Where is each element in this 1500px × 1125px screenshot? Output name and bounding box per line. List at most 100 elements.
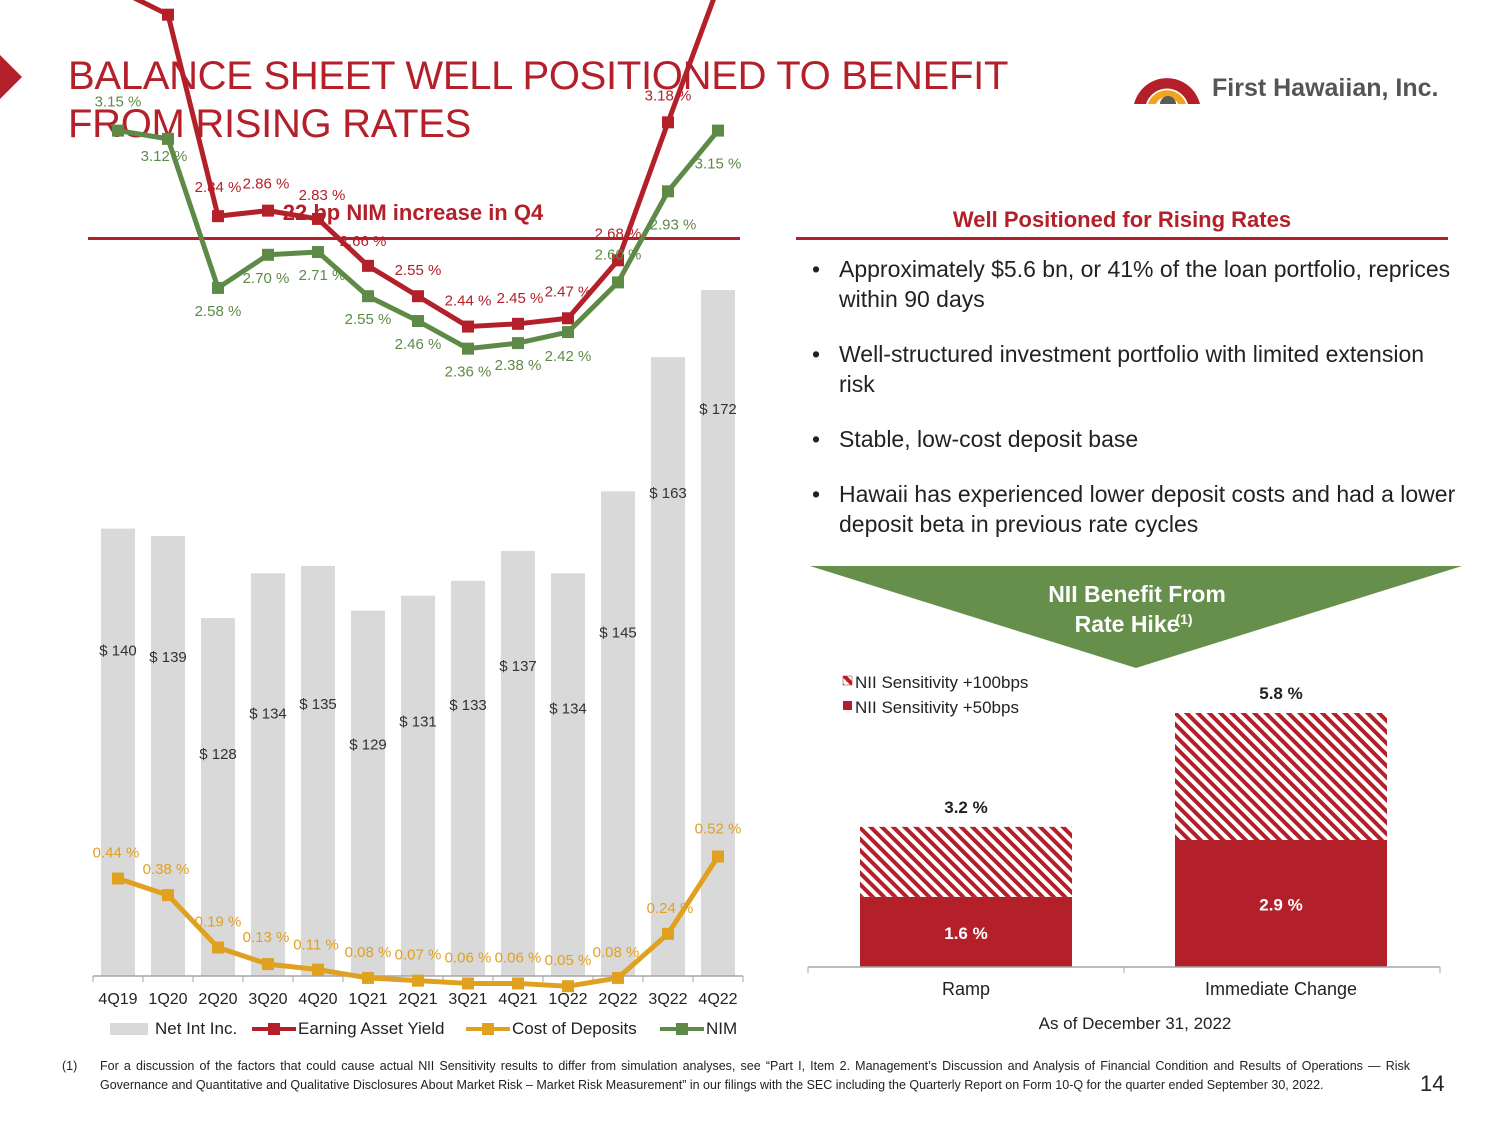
line-marker bbox=[112, 872, 124, 885]
nim-combo-chart: $ 140 $ 139 $ 128 $ 134 $ 135 $ 129 $ 131 $ 133… bbox=[92, 0, 744, 1038]
x-label: 3Q20 bbox=[248, 991, 287, 1008]
bullet-item: Approximately $5.6 bn, or 41% of the loa… bbox=[812, 254, 1462, 314]
bar-label: $ 137 bbox=[499, 658, 537, 675]
legend-label: Net Int Inc. bbox=[155, 1019, 237, 1038]
x-label: 4Q19 bbox=[98, 991, 137, 1008]
bar-label: $ 129 bbox=[349, 737, 387, 754]
line-label: 2.93 % bbox=[650, 216, 697, 233]
bar-data-labels: $ 140 $ 139 $ 128 $ 134 $ 135 $ 129 $ 131 $ 133… bbox=[99, 401, 737, 763]
line-label: 2.58 % bbox=[195, 303, 242, 320]
footnote-mark: (1) bbox=[62, 1059, 78, 1073]
line-label: 2.44 % bbox=[445, 293, 492, 310]
footnote-text: For a discussion of the factors that cou… bbox=[100, 1059, 1410, 1092]
bullet-item: Well-structured investment portfolio wit… bbox=[812, 339, 1462, 399]
legend-swatch-marker bbox=[268, 1023, 280, 1035]
line-marker bbox=[362, 971, 374, 984]
nii-total-label: 3.2 % bbox=[944, 798, 987, 817]
legend-label: NII Sensitivity +100bps bbox=[855, 673, 1028, 692]
logo-sun-icon bbox=[1134, 78, 1200, 104]
banner-superscript: (1) bbox=[1175, 611, 1192, 627]
line-marker bbox=[512, 317, 524, 330]
bullet-item: Hawaii has experienced lower deposit cos… bbox=[812, 479, 1462, 539]
x-axis-labels: 4Q19 1Q20 2Q20 3Q20 4Q20 1Q21 2Q21 3Q21 4Q21 1Q22… bbox=[98, 991, 737, 1008]
line-label: 2.42 % bbox=[545, 348, 592, 365]
nii-sensitivity-chart: NII Sensitivity +100bps NII Sensitivity +… bbox=[807, 673, 1441, 1033]
left-chart-heading: 22 bp NIM increase in Q4 bbox=[282, 200, 544, 225]
banner-triangle bbox=[810, 566, 1462, 668]
bar-1Q22 bbox=[551, 573, 585, 976]
x-label: 3Q22 bbox=[648, 991, 687, 1008]
line-label: 0.06 % bbox=[445, 949, 492, 966]
nii-segment-label: 1.6 % bbox=[944, 924, 987, 943]
title-line-1: BALANCE SHEET WELL POSITIONED TO BENEFIT bbox=[68, 54, 1009, 98]
line-label: 3.15 % bbox=[95, 94, 142, 111]
line-label: 2.38 % bbox=[495, 357, 542, 374]
legend-label: Earning Asset Yield bbox=[298, 1019, 444, 1038]
line-marker bbox=[412, 290, 424, 303]
bar-4Q20 bbox=[301, 565, 335, 976]
line-marker bbox=[412, 974, 424, 987]
line-label: 2.71 % bbox=[299, 267, 346, 284]
line-marker bbox=[712, 850, 724, 863]
line-marker bbox=[462, 342, 474, 355]
right-heading-rule bbox=[796, 237, 1448, 240]
x-label: 1Q22 bbox=[548, 991, 587, 1008]
nii-bar-100bps bbox=[1175, 713, 1387, 840]
bar-4Q21 bbox=[501, 550, 535, 976]
line-marker bbox=[312, 246, 324, 259]
legend-swatch-solid bbox=[843, 701, 852, 710]
corner-arrow-icon bbox=[0, 55, 22, 99]
bar-label: $ 135 bbox=[299, 696, 337, 713]
x-label: 2Q22 bbox=[598, 991, 637, 1008]
bar-1Q20 bbox=[151, 536, 185, 976]
line-label: 2.70 % bbox=[243, 270, 290, 287]
line-label: 2.66 % bbox=[340, 233, 387, 250]
line-label: 2.68 % bbox=[595, 225, 642, 242]
legend-swatch-bar bbox=[110, 1023, 148, 1035]
banner-line-1: NII Benefit From bbox=[1048, 581, 1226, 607]
line-marker bbox=[612, 276, 624, 289]
bar-2Q22 bbox=[601, 491, 635, 976]
bar-4Q19 bbox=[101, 528, 135, 976]
bar-label: $ 140 bbox=[99, 643, 137, 660]
legend-label: NIM bbox=[706, 1019, 737, 1038]
bar-label: $ 133 bbox=[449, 697, 487, 714]
line-marker bbox=[662, 116, 674, 129]
nii-bar-50bps bbox=[1175, 840, 1387, 967]
line-label: 0.06 % bbox=[495, 949, 542, 966]
line-label: 2.45 % bbox=[497, 290, 544, 307]
line-label: 3.15 % bbox=[695, 156, 742, 173]
line-marker bbox=[462, 320, 474, 333]
line-label: 0.05 % bbox=[545, 952, 592, 969]
nii-note: As of December 31, 2022 bbox=[1039, 1014, 1232, 1033]
line-marker bbox=[362, 259, 374, 272]
x-label: 4Q22 bbox=[698, 991, 737, 1008]
line-label: 0.08 % bbox=[345, 944, 392, 961]
line-label: 2.47 % bbox=[545, 283, 592, 300]
bar-3Q20 bbox=[251, 573, 285, 976]
x-label: 1Q20 bbox=[148, 991, 187, 1008]
legend-label: Cost of Deposits bbox=[512, 1019, 637, 1038]
line-marker bbox=[512, 337, 524, 350]
company-logo: First Hawaiian, Inc. bbox=[1130, 64, 1460, 114]
line-label: 0.07 % bbox=[395, 947, 442, 964]
line-label: 2.60 % bbox=[595, 246, 642, 263]
nii-bar-50bps bbox=[860, 896, 1072, 967]
line-marker bbox=[462, 977, 474, 990]
line-label: 0.44 % bbox=[93, 845, 140, 862]
nii-segment-label: 2.9 % bbox=[1259, 896, 1302, 915]
bullet-list: Approximately $5.6 bn, or 41% of the loa… bbox=[812, 254, 1462, 564]
nii-legend: NII Sensitivity +100bps NII Sensitivity +… bbox=[842, 673, 1028, 717]
nii-bars bbox=[860, 713, 1387, 967]
bar-label: $ 131 bbox=[399, 714, 437, 731]
line-label: 3.12 % bbox=[141, 148, 188, 165]
line-label: 0.19 % bbox=[195, 914, 242, 931]
bar-2Q21 bbox=[401, 595, 435, 976]
bar-3Q21 bbox=[451, 580, 485, 976]
legend-swatch-marker bbox=[482, 1023, 494, 1035]
line-marker bbox=[562, 326, 574, 339]
line-marker bbox=[212, 281, 224, 294]
line-marker bbox=[312, 212, 324, 225]
nii-banner: NII Benefit From Rate Hike (1) bbox=[810, 566, 1462, 668]
line-label: 0.38 % bbox=[143, 861, 190, 878]
